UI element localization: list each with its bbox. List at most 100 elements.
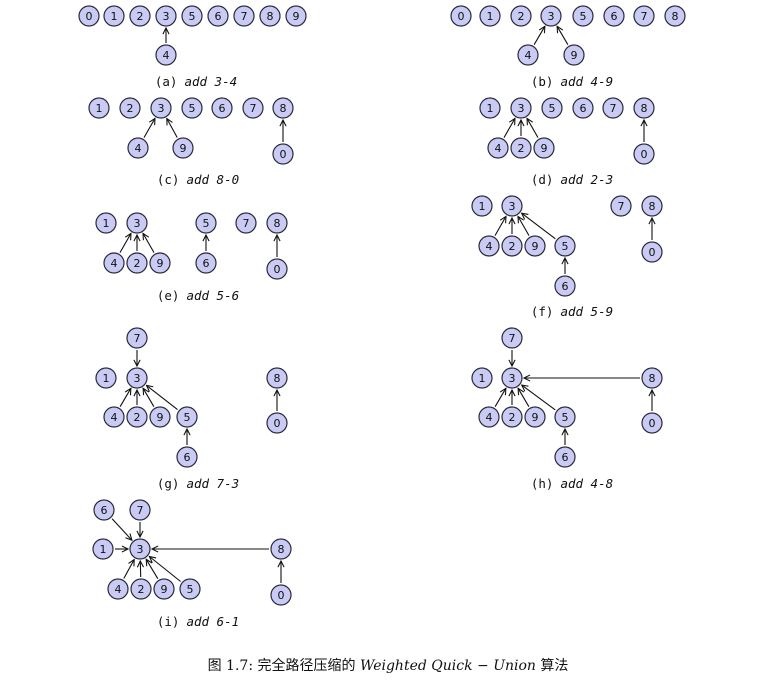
node-circle bbox=[554, 235, 576, 257]
node-6: 6 bbox=[176, 446, 198, 468]
node-circle bbox=[510, 137, 532, 159]
node-8: 8 bbox=[272, 97, 294, 119]
node-9: 9 bbox=[533, 137, 555, 159]
panel-caption-label: (g) bbox=[157, 476, 180, 491]
node-label: 8 bbox=[280, 102, 287, 115]
node-circle bbox=[610, 195, 632, 217]
edge-5-to-3 bbox=[147, 385, 178, 411]
node-3: 3 bbox=[126, 367, 148, 389]
edge-4-to-3 bbox=[143, 118, 155, 138]
panel-caption-op: add 5-9 bbox=[560, 304, 613, 319]
node-8: 8 bbox=[641, 367, 663, 389]
panel-caption: (c) add 8-0 bbox=[157, 172, 239, 187]
node-circle bbox=[235, 212, 257, 234]
node-label: 7 bbox=[618, 200, 625, 213]
node-label: 2 bbox=[518, 10, 525, 23]
node-label: 4 bbox=[115, 583, 122, 596]
node-label: 8 bbox=[278, 543, 285, 556]
node-label: 3 bbox=[509, 372, 516, 385]
node-circle bbox=[92, 538, 114, 560]
node-circle bbox=[603, 5, 625, 27]
node-circle bbox=[641, 412, 663, 434]
panel-g: 7 1 3 8 4 2 9 5 0 6 (g) add 7-3 bbox=[95, 327, 288, 491]
node-6: 6 bbox=[554, 275, 576, 297]
panel-caption-op: add 7-3 bbox=[186, 476, 239, 491]
node-9: 9 bbox=[563, 44, 585, 66]
edge-5-to-3 bbox=[149, 557, 181, 582]
node-circle bbox=[270, 538, 292, 560]
node-circle bbox=[572, 5, 594, 27]
node-circle bbox=[129, 499, 151, 521]
node-1: 1 bbox=[95, 367, 117, 389]
edge-4-to-3 bbox=[494, 216, 506, 236]
node-0: 0 bbox=[450, 5, 472, 27]
node-0: 0 bbox=[266, 412, 288, 434]
node-5: 5 bbox=[572, 5, 594, 27]
node-label: 5 bbox=[203, 217, 210, 230]
node-label: 7 bbox=[134, 332, 141, 345]
node-label: 3 bbox=[548, 10, 555, 23]
node-circle bbox=[524, 235, 546, 257]
node-label: 9 bbox=[180, 142, 187, 155]
node-label: 2 bbox=[134, 411, 141, 424]
node-7: 7 bbox=[235, 212, 257, 234]
node-3: 3 bbox=[129, 538, 151, 560]
node-circle bbox=[150, 97, 172, 119]
node-label: 7 bbox=[250, 102, 257, 115]
node-circle bbox=[176, 446, 198, 468]
node-circle bbox=[563, 44, 585, 66]
node-label: 5 bbox=[189, 10, 196, 23]
node-label: 4 bbox=[135, 142, 142, 155]
node-circle bbox=[285, 5, 307, 27]
node-circle bbox=[107, 578, 129, 600]
figure-caption: 图 1.7: 完全路径压缩的 Weighted Quick − Union 算法 bbox=[0, 655, 776, 675]
node-circle bbox=[641, 241, 663, 263]
node-label: 6 bbox=[203, 257, 210, 270]
panel-caption-op: add 2-3 bbox=[560, 172, 613, 187]
node-circle bbox=[450, 5, 472, 27]
node-label: 1 bbox=[479, 372, 486, 385]
panel-caption-op: add 6-1 bbox=[186, 614, 239, 629]
figure-caption-algorithm: Weighted Quick − Union bbox=[359, 658, 536, 674]
node-label: 2 bbox=[134, 257, 141, 270]
panel-a: 0 1 2 3 5 6 7 8 9 4 (a) add 3-4 bbox=[78, 5, 307, 89]
node-4: 4 bbox=[517, 44, 539, 66]
node-label: 7 bbox=[641, 10, 648, 23]
node-circle bbox=[554, 446, 576, 468]
node-1: 1 bbox=[88, 97, 110, 119]
edge-4-to-3 bbox=[533, 26, 545, 45]
node-label: 3 bbox=[158, 102, 165, 115]
node-8: 8 bbox=[259, 5, 281, 27]
node-circle bbox=[95, 212, 117, 234]
node-3: 3 bbox=[501, 195, 523, 217]
node-5: 5 bbox=[179, 578, 201, 600]
node-8: 8 bbox=[633, 97, 655, 119]
edge-4-to-3 bbox=[119, 388, 131, 407]
node-circle bbox=[103, 406, 125, 428]
node-label: 6 bbox=[215, 10, 222, 23]
panel-caption: (a) add 3-4 bbox=[155, 74, 237, 89]
node-circle bbox=[195, 252, 217, 274]
node-circle bbox=[211, 97, 233, 119]
node-8: 8 bbox=[664, 5, 686, 27]
edge-9-to-3 bbox=[167, 119, 178, 138]
node-label: 1 bbox=[479, 200, 486, 213]
node-circle bbox=[207, 5, 229, 27]
edge-9-to-3 bbox=[518, 216, 530, 236]
node-circle bbox=[129, 5, 151, 27]
node-label: 4 bbox=[525, 49, 532, 62]
node-1: 1 bbox=[471, 195, 493, 217]
node-circle bbox=[633, 5, 655, 27]
node-label: 0 bbox=[649, 417, 656, 430]
node-circle bbox=[103, 5, 125, 27]
node-3: 3 bbox=[540, 5, 562, 27]
node-label: 1 bbox=[487, 102, 494, 115]
node-2: 2 bbox=[510, 137, 532, 159]
panel-caption-label: (i) bbox=[157, 614, 180, 629]
node-label: 0 bbox=[274, 263, 281, 276]
figure-caption-prefix: 图 1.7: bbox=[207, 658, 254, 674]
edge-5-to-3 bbox=[522, 213, 556, 240]
node-circle bbox=[501, 327, 523, 349]
node-label: 9 bbox=[532, 411, 539, 424]
node-3: 3 bbox=[510, 97, 532, 119]
